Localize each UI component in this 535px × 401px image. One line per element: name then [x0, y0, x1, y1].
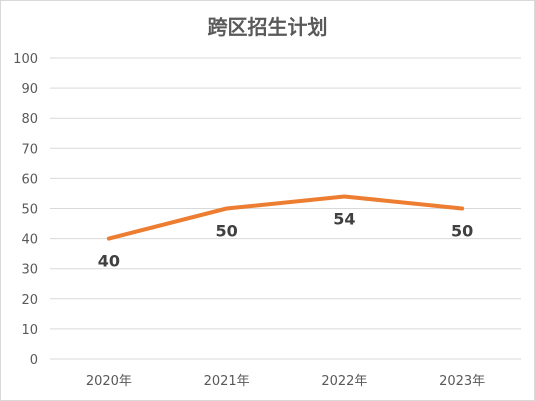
series-line [106, 194, 465, 241]
y-tick-label: 60 [21, 172, 38, 187]
y-tick-label: 50 [21, 203, 38, 218]
y-tick-label: 20 [21, 293, 38, 308]
data-label: 50 [215, 222, 237, 241]
data-label: 50 [451, 222, 473, 241]
x-tick-label: 2021年 [204, 374, 250, 389]
data-label: 54 [333, 209, 355, 228]
y-tick-label: 0 [30, 353, 38, 368]
x-tick-label: 2023年 [439, 374, 485, 389]
y-tick-label: 100 [13, 52, 38, 67]
y-tick-label: 70 [21, 142, 38, 157]
y-tick-label: 30 [21, 263, 38, 278]
x-tick-label: 2022年 [321, 374, 367, 389]
y-tick-label: 40 [21, 233, 38, 248]
y-tick-label: 90 [21, 82, 38, 97]
chart-title: 跨区招生计划 [207, 15, 328, 39]
y-tick-label: 80 [21, 112, 38, 127]
y-tick-label: 10 [21, 323, 38, 338]
x-tick-label: 2020年 [86, 374, 132, 389]
data-label: 40 [98, 252, 120, 271]
